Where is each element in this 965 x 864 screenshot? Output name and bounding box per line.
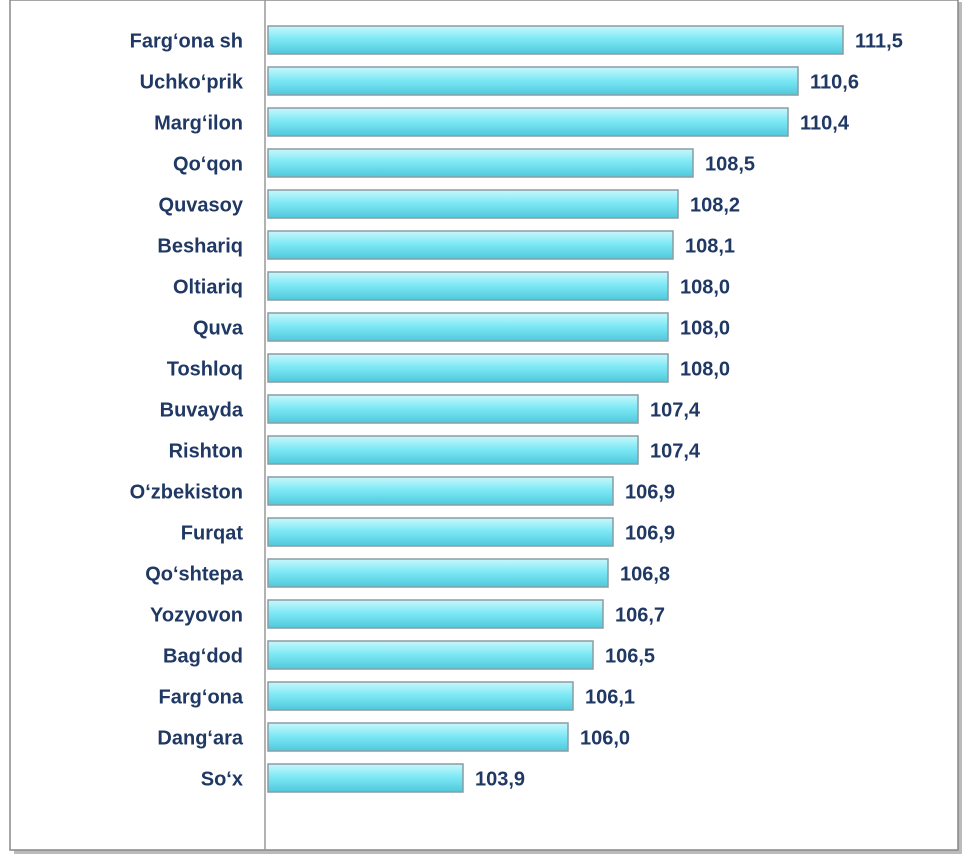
bar: [267, 189, 679, 219]
bar: [267, 763, 464, 793]
value-label: 108,0: [680, 358, 730, 380]
value-label: 108,0: [680, 317, 730, 339]
category-label: Bag‘dod: [163, 645, 243, 667]
value-label: 108,2: [690, 194, 740, 216]
bar: [267, 25, 844, 55]
category-label: Yozyovon: [150, 604, 243, 626]
value-label: 107,4: [650, 440, 701, 462]
category-label: Qo‘shtepa: [145, 563, 244, 585]
category-label: Qo‘qon: [173, 153, 243, 175]
category-label: O‘zbekiston: [130, 481, 243, 503]
bar: [267, 394, 639, 424]
category-label: Uchko‘prik: [140, 71, 244, 93]
category-label: Dang‘ara: [157, 727, 243, 749]
category-label: Quva: [193, 317, 244, 339]
value-label: 103,9: [475, 768, 525, 790]
bar: [267, 558, 609, 588]
category-label: Furqat: [181, 522, 244, 544]
category-label: Marg‘ilon: [154, 112, 243, 134]
bar: [267, 517, 614, 547]
category-label: Farg‘ona sh: [130, 30, 243, 52]
bar: [267, 476, 614, 506]
category-label: Oltiariq: [173, 276, 243, 298]
bar: [267, 353, 669, 383]
bar: [267, 230, 674, 260]
value-label: 106,7: [615, 604, 665, 626]
bar: [267, 148, 694, 178]
bar: [267, 640, 594, 670]
category-label: Quvasoy: [159, 194, 244, 216]
value-label: 106,9: [625, 481, 675, 503]
value-label: 108,5: [705, 153, 755, 175]
category-label: Farg‘ona: [159, 686, 244, 708]
bar: [267, 107, 789, 137]
value-label: 110,6: [810, 71, 859, 93]
value-label: 106,9: [625, 522, 675, 544]
value-label: 106,8: [620, 563, 670, 585]
bar: [267, 312, 669, 342]
bar: [267, 681, 574, 711]
value-label: 106,1: [585, 686, 635, 708]
bar: [267, 599, 604, 629]
bar: [267, 435, 639, 465]
value-label: 106,5: [605, 645, 655, 667]
value-label: 108,0: [680, 276, 730, 298]
category-label: Beshariq: [157, 235, 243, 257]
value-label: 110,4: [800, 112, 850, 134]
value-label: 111,5: [855, 30, 903, 52]
category-label: Buvayda: [160, 399, 244, 421]
category-label: Rishton: [169, 440, 243, 462]
bar: [267, 271, 669, 301]
bar: [267, 722, 569, 752]
value-label: 108,1: [685, 235, 735, 257]
bar: [267, 66, 799, 96]
category-label: Toshloq: [167, 358, 243, 380]
value-label: 107,4: [650, 399, 701, 421]
value-label: 106,0: [580, 727, 630, 749]
category-label: So‘x: [201, 768, 243, 790]
